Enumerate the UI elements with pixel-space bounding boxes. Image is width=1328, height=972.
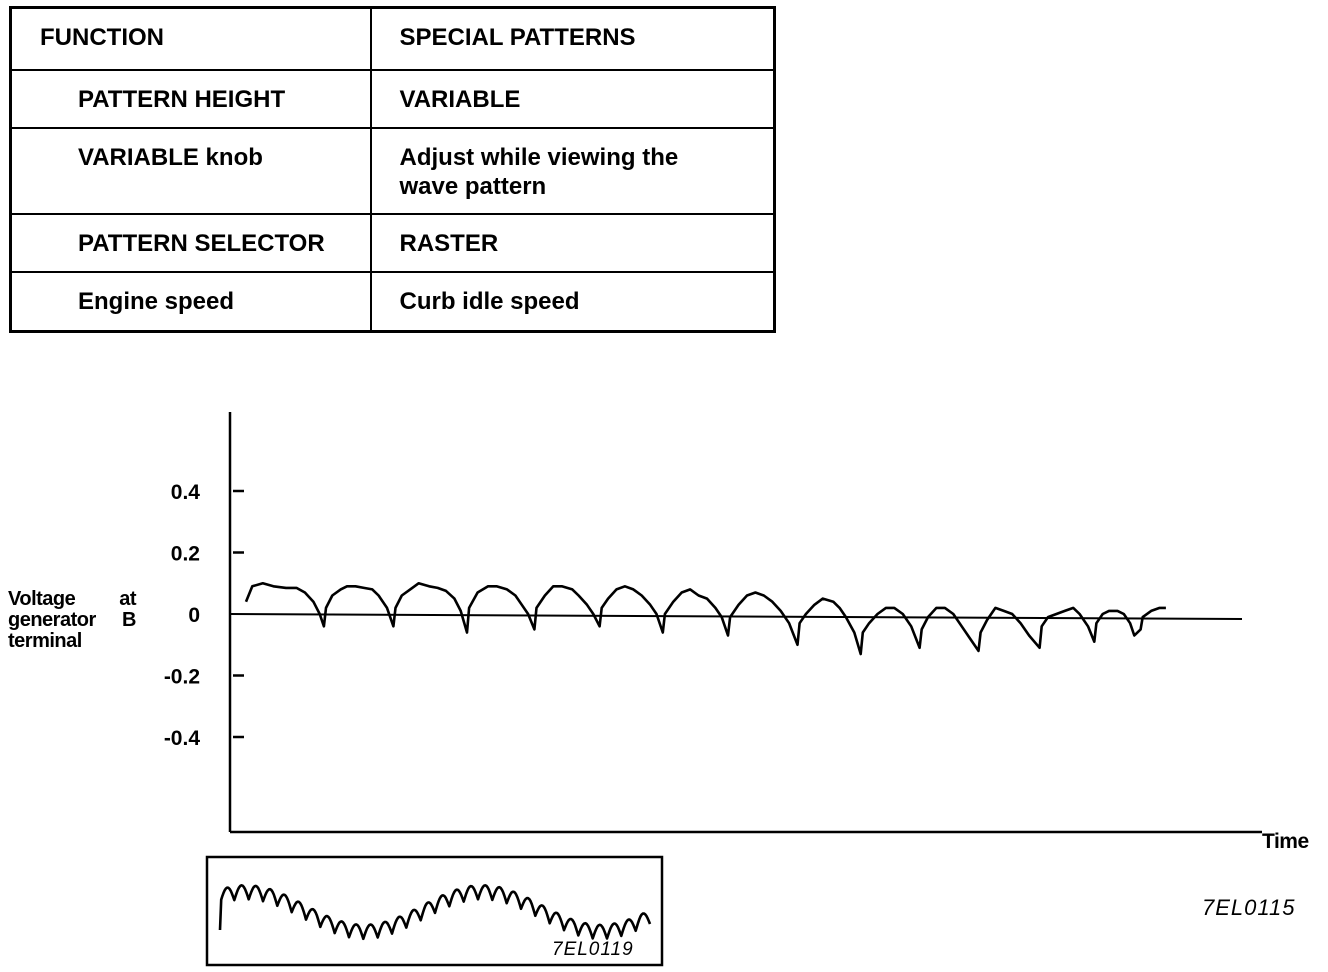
series-line <box>244 582 1166 656</box>
y-tick-label: 0.2 <box>171 543 200 566</box>
zero-baseline <box>229 613 1243 620</box>
table-header-row: FUNCTION SPECIAL PATTERNS <box>9 6 776 71</box>
cell-function: PATTERN HEIGHT <box>9 68 372 129</box>
figure-code: 7EL0115 <box>1202 895 1296 920</box>
y-axis-label-line: Voltage at <box>8 588 137 610</box>
table-row: VARIABLE knob Adjust while viewing the wa… <box>9 126 776 215</box>
y-axis-label: Voltage at generator B terminal <box>8 588 137 652</box>
cell-value: VARIABLE <box>369 68 776 129</box>
table-row: PATTERN SELECTOR RASTER <box>9 212 776 273</box>
settings-table: FUNCTION SPECIAL PATTERNS PATTERN HEIGHT VA… <box>9 6 776 333</box>
header-function: FUNCTION <box>9 6 372 71</box>
y-tick-label: -0.4 <box>164 727 201 750</box>
y-tick-label: 0.4 <box>171 481 201 504</box>
header-value: SPECIAL PATTERNS <box>369 6 776 71</box>
table-row: Engine speed Curb idle speed <box>9 270 776 333</box>
cell-value: Curb idle speed <box>369 270 776 333</box>
cell-value: Adjust while viewing the wave pattern <box>369 126 776 215</box>
cell-function: VARIABLE knob <box>9 126 372 215</box>
inset-waveform <box>218 884 652 941</box>
cell-value: RASTER <box>369 212 776 273</box>
y-axis-label-line: terminal <box>8 630 82 652</box>
cell-function: PATTERN SELECTOR <box>9 212 372 273</box>
y-tick-label: 0 <box>188 604 200 627</box>
y-axis-label-line: generator B <box>8 609 137 631</box>
table-row: PATTERN HEIGHT VARIABLE <box>9 68 776 129</box>
cell-function: Engine speed <box>9 270 372 333</box>
y-tick-label: -0.2 <box>164 666 200 689</box>
x-axis-label: Time <box>1262 830 1309 853</box>
inset-code: 7EL0119 <box>552 939 634 960</box>
